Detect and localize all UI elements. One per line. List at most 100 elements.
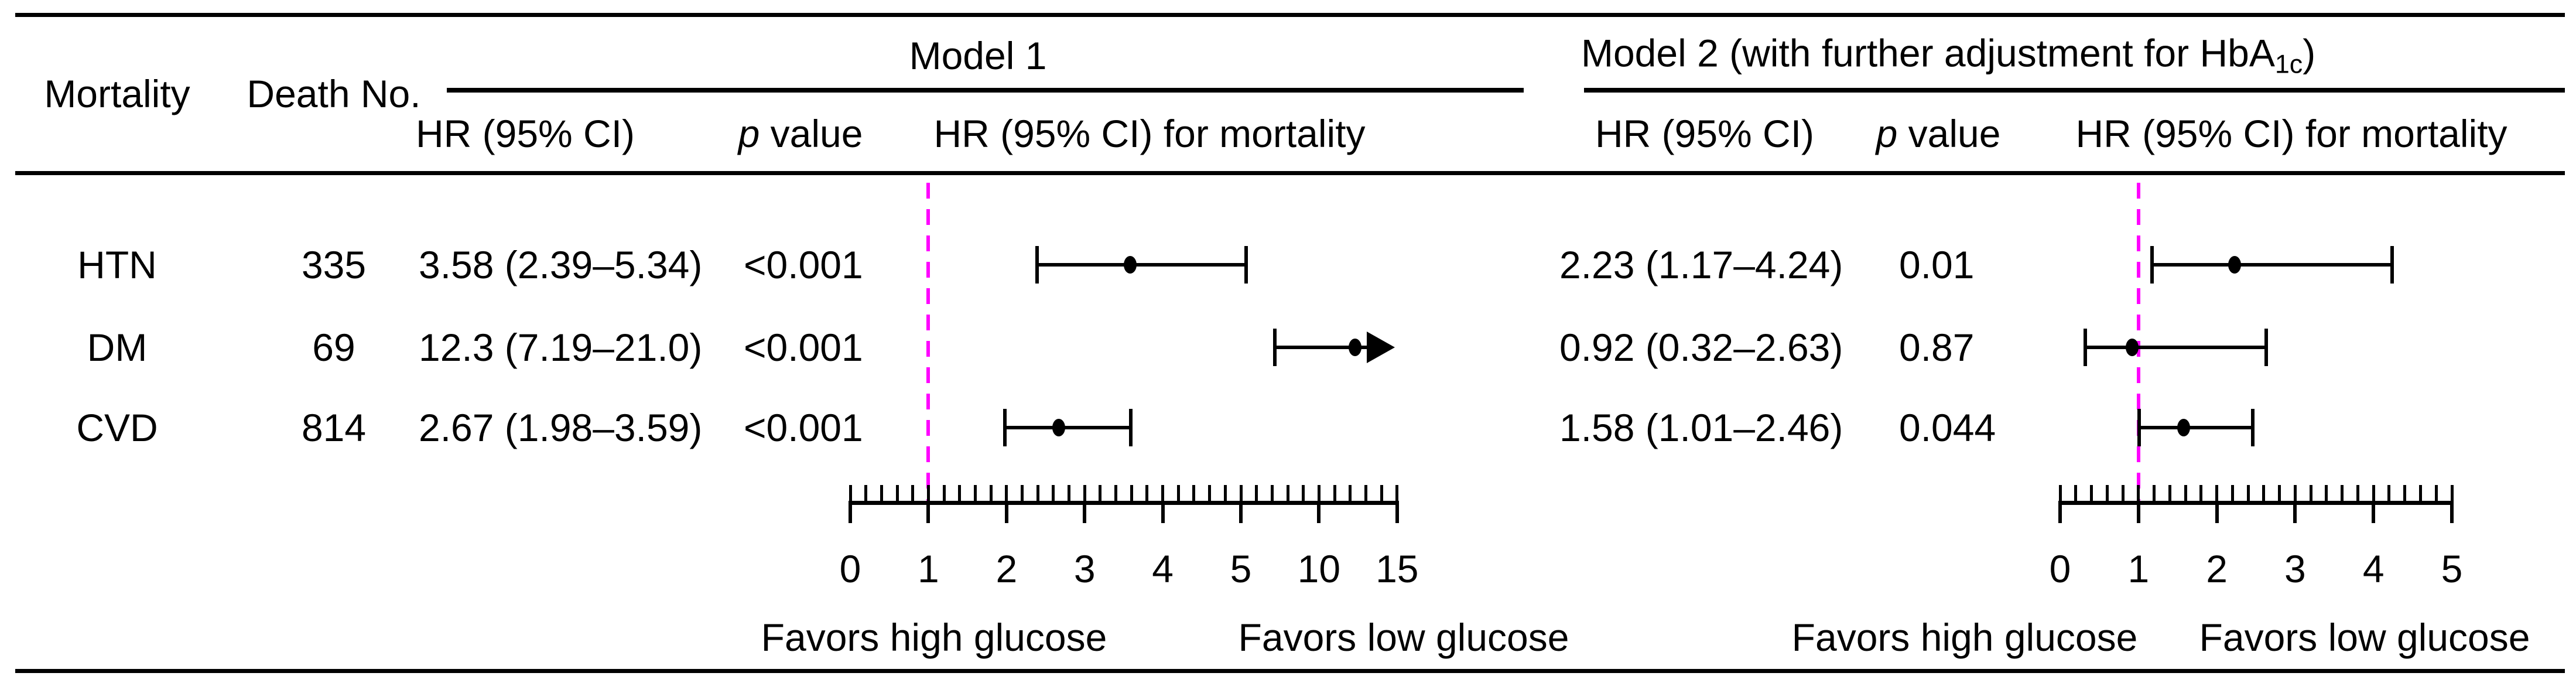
model1-title: Model 1 <box>909 34 1047 77</box>
p-italic: p <box>1876 112 1898 155</box>
axis-tick-label: 0 <box>2049 547 2071 590</box>
top-rule <box>15 13 2565 17</box>
ci-whisker <box>2139 426 2253 429</box>
ci-whisker <box>1036 263 1247 267</box>
death-count: 814 <box>301 406 367 449</box>
row-label: HTN <box>77 243 157 286</box>
model2-hr-ci-mortality-header: HR (95% CI) for mortality <box>2075 112 2507 155</box>
hr-point-marker <box>2126 339 2139 356</box>
axis-minor-tick <box>1395 485 1399 501</box>
axis-tick-label: 15 <box>1376 547 1419 590</box>
axis-major-tick <box>2058 501 2062 523</box>
model2-hr-ci-header: HR (95% CI) <box>1595 112 1815 155</box>
axis-major-tick <box>2372 501 2376 523</box>
ci-lower-cap <box>2137 409 2141 446</box>
ci-clipped-arrow <box>1367 332 1395 363</box>
model1-p-value: <0.001 <box>744 243 863 286</box>
axis-minor-tick <box>1176 485 1180 501</box>
axis-minor-tick <box>2262 485 2266 501</box>
axis-minor-tick <box>2278 485 2281 501</box>
model1-hr-ci-header: HR (95% CI) <box>415 112 635 155</box>
model1-favors-low-label: Favors low glucose <box>1238 616 1569 659</box>
axis-minor-tick <box>2199 485 2203 501</box>
model2-hr-ci-value: 1.58 (1.01–2.46) <box>1559 406 1843 449</box>
axis-tick-label: 0 <box>839 547 861 590</box>
model1-hr-ci-value: 2.67 (1.98–3.59) <box>419 406 703 449</box>
model2-favors-low-label: Favors low glucose <box>2199 616 2530 659</box>
model1-favors-high-label: Favors high glucose <box>761 616 1107 659</box>
axis-minor-tick <box>1052 485 1055 501</box>
axis-tick-label: 5 <box>2441 547 2463 590</box>
axis-minor-tick <box>1239 485 1243 501</box>
axis-minor-tick <box>1161 485 1165 501</box>
model2-title: Model 2 (with further adjustment for HbA… <box>1581 33 2315 77</box>
axis-tick-label: 4 <box>1152 547 1174 590</box>
axis-minor-tick <box>2121 485 2125 501</box>
axis-minor-tick <box>1208 485 1212 501</box>
ci-upper-cap <box>2264 329 2268 366</box>
axis-major-tick <box>1239 501 1243 523</box>
axis-tick-label: 2 <box>995 547 1018 590</box>
reference-line-hr1 <box>2136 183 2140 501</box>
axis-minor-tick <box>2231 485 2234 501</box>
axis-minor-tick <box>1364 485 1367 501</box>
axis-minor-tick <box>2372 485 2375 501</box>
axis-minor-tick <box>1286 485 1289 501</box>
ci-upper-cap <box>2390 246 2394 284</box>
ci-lower-cap <box>2083 329 2087 366</box>
model2-p-value-header: p value <box>1876 114 2001 153</box>
axis-tick-label: 5 <box>1230 547 1252 590</box>
x-axis-line <box>849 501 1399 505</box>
axis-minor-tick <box>2325 485 2328 501</box>
axis-major-tick <box>1395 501 1399 523</box>
hr-point-marker <box>1348 339 1361 356</box>
axis-minor-tick <box>2168 485 2171 501</box>
column-header-mortality: Mortality <box>44 72 190 115</box>
axis-major-tick <box>2293 501 2297 523</box>
axis-minor-tick <box>926 485 930 501</box>
axis-minor-tick <box>1255 485 1258 501</box>
axis-minor-tick <box>2184 485 2187 501</box>
model1-p-value: <0.001 <box>744 406 863 449</box>
ci-whisker <box>1275 346 1370 349</box>
model2-favors-high-label: Favors high glucose <box>1791 616 2138 659</box>
death-count: 335 <box>301 243 367 286</box>
axis-major-tick <box>1083 501 1087 523</box>
axis-minor-tick <box>1130 485 1133 501</box>
axis-minor-tick <box>2074 485 2078 501</box>
axis-minor-tick <box>973 485 977 501</box>
axis-minor-tick <box>2105 485 2109 501</box>
axis-minor-tick <box>1099 485 1102 501</box>
axis-minor-tick <box>1223 485 1227 501</box>
axis-minor-tick <box>2341 485 2344 501</box>
hr-point-marker <box>2177 419 2191 436</box>
hr-point-marker <box>2228 256 2242 274</box>
axis-minor-tick <box>1114 485 1118 501</box>
axis-minor-tick <box>2309 485 2312 501</box>
axis-minor-tick <box>2153 485 2156 501</box>
column-header-death-no: Death No. <box>247 72 421 115</box>
axis-major-tick <box>2136 501 2140 523</box>
axis-minor-tick <box>2058 485 2062 501</box>
axis-minor-tick <box>989 485 993 501</box>
axis-minor-tick <box>2434 485 2438 501</box>
ci-upper-cap <box>2251 409 2255 446</box>
header-bottom-rule <box>15 171 2565 175</box>
model1-hr-ci-mortality-header: HR (95% CI) for mortality <box>933 112 1366 155</box>
axis-minor-tick <box>1020 485 1024 501</box>
model2-p-value: 0.01 <box>1899 243 1975 286</box>
model2-title-close-paren: ) <box>2303 31 2316 75</box>
axis-major-tick <box>1004 501 1008 523</box>
model2-hr-ci-value: 0.92 (0.32–2.63) <box>1559 326 1843 369</box>
axis-tick-label: 3 <box>2284 547 2306 590</box>
ci-lower-cap <box>2150 246 2154 284</box>
model2-hr-ci-value: 2.23 (1.17–4.24) <box>1559 243 1843 286</box>
ci-lower-cap <box>1035 246 1039 284</box>
model1-p-value-header: p value <box>738 114 863 153</box>
axis-minor-tick <box>895 485 899 501</box>
death-count: 69 <box>312 326 355 369</box>
ci-upper-cap <box>1128 409 1133 446</box>
axis-minor-tick <box>958 485 962 501</box>
axis-tick-label: 3 <box>1073 547 1096 590</box>
axis-minor-tick <box>2387 485 2391 501</box>
